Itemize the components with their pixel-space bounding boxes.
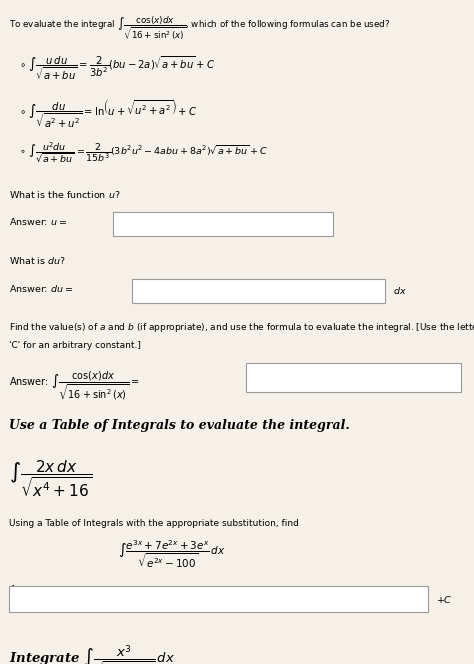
Text: $\int \dfrac{e^{3x}+7e^{2x}+3e^{x}}{\sqrt{e^{2x}-100}}\,dx$: $\int \dfrac{e^{3x}+7e^{2x}+3e^{x}}{\sqr… xyxy=(118,539,226,570)
Text: Use a Table of Integrals to evaluate the integral.: Use a Table of Integrals to evaluate the… xyxy=(9,419,350,432)
Text: 'C' for an arbitrary constant.]: 'C' for an arbitrary constant.] xyxy=(9,341,141,351)
Text: Find the value(s) of $a$ and $b$ (if appropriate), and use the formula to evalua: Find the value(s) of $a$ and $b$ (if app… xyxy=(9,321,474,335)
Text: To evaluate the integral $\int \dfrac{\cos(x)dx}{\sqrt{16 + \sin^2(x)}}$, which : To evaluate the integral $\int \dfrac{\c… xyxy=(9,15,391,42)
Text: What is $du$?: What is $du$? xyxy=(9,255,66,266)
Text: $\circ\ \int \dfrac{du}{\sqrt{a^2+u^2}} = \ln\!\left(u+\sqrt{u^2+a^2}\right)+C$: $\circ\ \int \dfrac{du}{\sqrt{a^2+u^2}} … xyxy=(19,98,197,130)
Text: $+C$: $+C$ xyxy=(436,594,453,605)
Text: Answer:: Answer: xyxy=(9,585,48,594)
Text: $dx$: $dx$ xyxy=(393,285,407,295)
Text: Answer: $du =$: Answer: $du =$ xyxy=(9,283,73,294)
FancyBboxPatch shape xyxy=(132,279,385,303)
Text: $\circ\ \int \dfrac{u\,du}{\sqrt{a+bu}} = \dfrac{2}{3b^2}(bu-2a)\sqrt{a+bu}+C$: $\circ\ \int \dfrac{u\,du}{\sqrt{a+bu}} … xyxy=(19,54,215,82)
FancyBboxPatch shape xyxy=(113,212,333,236)
Text: What is the function $u$?: What is the function $u$? xyxy=(9,189,121,200)
Text: $\circ\ \int \dfrac{u^2 du}{\sqrt{a+bu}} = \dfrac{2}{15b^3}\left(3b^2u^2-4abu+8a: $\circ\ \int \dfrac{u^2 du}{\sqrt{a+bu}}… xyxy=(19,141,268,164)
Text: Using a Table of Integrals with the appropriate substitution, find: Using a Table of Integrals with the appr… xyxy=(9,519,300,528)
Text: Integrate $\int \dfrac{x^3}{\sqrt{x^8+25}}\,dx$: Integrate $\int \dfrac{x^3}{\sqrt{x^8+25… xyxy=(9,643,176,664)
Text: Answer: $u =$: Answer: $u =$ xyxy=(9,216,67,228)
FancyBboxPatch shape xyxy=(246,363,461,392)
FancyBboxPatch shape xyxy=(9,586,428,612)
Text: $\int \dfrac{2x\,dx}{\sqrt{x^4+16}}$: $\int \dfrac{2x\,dx}{\sqrt{x^4+16}}$ xyxy=(9,459,92,499)
Text: Answer: $\int \dfrac{\cos(x)dx}{\sqrt{16+\sin^2(x)}} =$: Answer: $\int \dfrac{\cos(x)dx}{\sqrt{16… xyxy=(9,369,140,402)
